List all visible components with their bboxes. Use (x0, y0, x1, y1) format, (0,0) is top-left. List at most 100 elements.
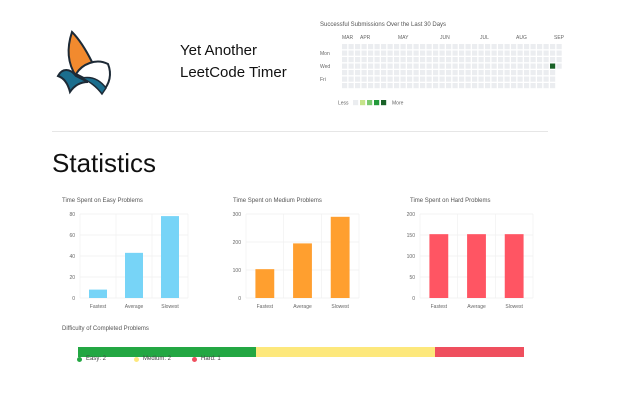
heatmap-cell (491, 83, 497, 89)
heatmap-day-label: Fri (320, 77, 326, 83)
heatmap-cell (556, 44, 562, 50)
heatmap-cell (420, 76, 426, 82)
heatmap-cell (511, 44, 517, 50)
heatmap-cell (426, 76, 432, 82)
heatmap-cell (472, 44, 478, 50)
heatmap-cell (387, 50, 393, 56)
heatmap-cell (543, 44, 549, 50)
heatmap-cell (407, 50, 413, 56)
heatmap-cell (381, 44, 387, 50)
y-tick-label: 20 (69, 275, 75, 281)
heatmap-cell (342, 76, 348, 82)
heatmap-cell (452, 83, 458, 89)
x-tick-label: Fastest (257, 304, 274, 310)
x-tick-label: Average (293, 304, 312, 310)
heatmap-title: Successful Submissions Over the Last 30 … (320, 22, 447, 28)
submission-heatmap: MAR APR MAY JUN JUL AUG SEP Mon Wed Fri Less More (320, 35, 565, 107)
heatmap-cell (459, 76, 465, 82)
bar-average (467, 234, 486, 298)
y-tick-label: 200 (407, 212, 416, 218)
heatmap-cell (524, 63, 530, 69)
heatmap-cell (348, 83, 354, 89)
heatmap-cell (361, 44, 367, 50)
y-tick-label: 150 (407, 233, 416, 239)
heatmap-cell (394, 50, 400, 56)
heatmap-cell (511, 50, 517, 56)
legend-hard: Hard: 1 (192, 356, 221, 362)
heatmap-cell (439, 63, 445, 69)
legend-medium: Medium: 2 (134, 356, 171, 362)
heatmap-cell (537, 50, 543, 56)
hard-chart-title: Time Spent on Hard Problems (410, 198, 491, 204)
heatmap-cell (348, 57, 354, 63)
heatmap-cell (400, 50, 406, 56)
heatmap-cell (504, 83, 510, 89)
heatmap-legend-swatch (381, 100, 387, 106)
heatmap-cell (420, 63, 426, 69)
heatmap-cell (413, 57, 419, 63)
heatmap-cell (485, 63, 491, 69)
heatmap-cell (524, 70, 530, 76)
heatmap-cell (524, 57, 530, 63)
heatmap-cell (439, 70, 445, 76)
heatmap-month-label: APR (360, 35, 371, 41)
heatmap-cell (478, 57, 484, 63)
heatmap-cell (498, 83, 504, 89)
heatmap-day-label: Wed (320, 64, 330, 70)
heatmap-cell (374, 44, 380, 50)
heatmap-cell (491, 44, 497, 50)
heatmap-cell (439, 83, 445, 89)
bar-fastest (89, 289, 107, 298)
easy-time-chart: 0 20 40 60 80 Fastest Average Slowest (69, 212, 189, 310)
heatmap-cell (465, 70, 471, 76)
y-tick-label: 100 (407, 254, 416, 260)
x-tick-label: Fastest (431, 304, 448, 310)
y-tick-label: 300 (233, 212, 242, 218)
heatmap-cell (517, 44, 523, 50)
heatmap-cell (530, 70, 536, 76)
difficulty-segment (434, 347, 524, 357)
heatmap-cell (361, 83, 367, 89)
heatmap-cell (472, 63, 478, 69)
heatmap-cell (387, 83, 393, 89)
heatmap-cell (491, 76, 497, 82)
bar-average (293, 243, 312, 298)
heatmap-cell (491, 70, 497, 76)
y-tick-label: 80 (69, 212, 75, 218)
heatmap-cell (491, 57, 497, 63)
y-tick-label: 50 (409, 275, 415, 281)
heatmap-cell (543, 50, 549, 56)
heatmap-cell (381, 83, 387, 89)
heatmap-cell (400, 70, 406, 76)
heatmap-cell (413, 44, 419, 50)
heatmap-cell (446, 70, 452, 76)
x-tick-label: Average (467, 304, 486, 310)
heatmap-cell (420, 70, 426, 76)
y-tick-label: 0 (238, 296, 241, 302)
heatmap-cell (387, 63, 393, 69)
heatmap-cell (537, 44, 543, 50)
heatmap-cell (394, 76, 400, 82)
heatmap-cell (556, 57, 562, 63)
heatmap-cell (420, 44, 426, 50)
bar-average (125, 252, 143, 298)
heatmap-cell (537, 83, 543, 89)
heatmap-cell (348, 70, 354, 76)
heatmap-cell (452, 63, 458, 69)
y-tick-label: 40 (69, 254, 75, 260)
app-logo (56, 30, 111, 96)
bar-fastest (429, 234, 449, 298)
heatmap-cell (465, 76, 471, 82)
heatmap-cell (361, 70, 367, 76)
heatmap-cell (342, 50, 348, 56)
hard-time-chart: 0 50 100 150 200 Fastest Average Slowest (407, 212, 534, 310)
heatmap-cell (342, 44, 348, 50)
heatmap-cell (400, 57, 406, 63)
heatmap-cell (342, 70, 348, 76)
heatmap-cell (446, 57, 452, 63)
heatmap-cell (459, 44, 465, 50)
hard-dot (192, 356, 197, 362)
heatmap-cell (368, 76, 374, 82)
heatmap-cell (459, 50, 465, 56)
heatmap-cell (504, 70, 510, 76)
